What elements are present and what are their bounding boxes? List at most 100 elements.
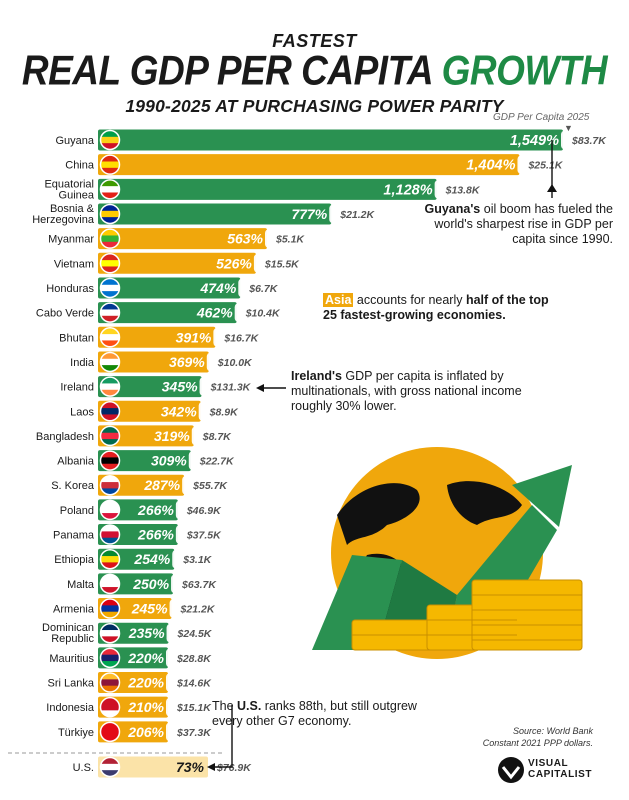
flag-band xyxy=(100,599,120,606)
country-label-line: China xyxy=(65,160,95,172)
flag-band xyxy=(100,549,120,557)
flag-icon xyxy=(99,622,121,644)
flag-band xyxy=(100,217,120,224)
country-label: Cabo Verde xyxy=(36,308,94,320)
flag-ring xyxy=(99,622,121,644)
country-label-line: Equatorial xyxy=(44,178,94,190)
visual-capitalist-logo xyxy=(498,757,524,783)
gdp-per-capita-label: $8.7K xyxy=(202,431,232,443)
country-label-line: U.S. xyxy=(73,762,94,774)
gdp-per-capita-label: $22.7K xyxy=(199,456,235,468)
flag-band xyxy=(100,482,120,489)
annotation-guyana-bold: Guyana's xyxy=(424,202,481,216)
logo-v-icon xyxy=(501,766,521,780)
chart-subtitle: 1990-2025 AT PURCHASING POWER PARITY xyxy=(125,96,504,116)
growth-value-label: 319% xyxy=(154,428,190,444)
country-label-line: Albania xyxy=(57,456,95,468)
country-label-line: S. Korea xyxy=(51,480,95,492)
chart-kicker: FASTEST xyxy=(272,31,357,51)
gdp-per-capita-label: $14.6K xyxy=(176,678,212,690)
flag-band xyxy=(100,130,120,138)
flag-icon xyxy=(99,327,121,348)
flag-band xyxy=(100,186,120,193)
growth-value-label: 245% xyxy=(131,601,168,617)
country-label: Albania xyxy=(57,456,95,468)
country-label: S. Korea xyxy=(51,480,95,492)
growth-value-label: 1,404% xyxy=(466,158,515,174)
bar xyxy=(98,203,332,225)
flag-band xyxy=(100,229,120,236)
country-label: Ethiopia xyxy=(54,554,95,566)
flag-band xyxy=(100,556,120,563)
gdp-per-capita-label: $28.8K xyxy=(176,653,212,665)
flag-band xyxy=(100,525,120,532)
country-label-line: Honduras xyxy=(46,283,94,295)
flag-icon xyxy=(99,721,121,743)
continent-shape xyxy=(337,483,420,545)
title-main: REAL GDP PER CAPITA xyxy=(21,47,442,94)
flag-band xyxy=(100,401,120,409)
country-label: Equatorial Guinea xyxy=(44,178,94,201)
annotation-asia-highlight: Asia xyxy=(323,293,354,307)
growth-value-label: 777% xyxy=(291,206,327,222)
flag-ring xyxy=(99,647,121,669)
flag-ring xyxy=(99,524,121,545)
gdp-column-label: GDP Per Capita 2025 xyxy=(493,112,590,123)
flag-icon xyxy=(99,425,121,447)
flag-ring xyxy=(99,277,121,299)
country-label: Malta xyxy=(67,579,95,591)
gdp-per-capita-label: $83.7K xyxy=(571,135,607,147)
annotation-asia-text: accounts for nearly xyxy=(353,293,466,307)
flag-icon xyxy=(99,351,121,373)
growth-value-label: 474% xyxy=(199,280,236,296)
flag-ring xyxy=(99,179,121,200)
flag-band xyxy=(100,358,120,366)
growth-value-label: 345% xyxy=(162,379,198,395)
annotation-us-text: ranks 88th, but still outgrew every othe… xyxy=(212,699,417,728)
flag-band xyxy=(100,309,120,317)
us-connector-arrow-icon xyxy=(207,763,215,771)
flag-band xyxy=(100,167,120,175)
bar xyxy=(98,326,216,348)
gdp-per-capita-label: $15.5K xyxy=(264,258,300,270)
gdp-per-capita-label: $16.7K xyxy=(223,332,259,344)
flag-icon xyxy=(99,696,121,718)
coin-stack-icon xyxy=(471,579,583,651)
bar-end-cap xyxy=(166,648,174,668)
flag-ring xyxy=(99,351,121,373)
country-label-line: Vietnam xyxy=(54,258,94,270)
country-label: India xyxy=(70,357,95,369)
country-label: Bangladesh xyxy=(36,431,94,443)
country-label: Poland xyxy=(60,505,94,517)
flag-band xyxy=(100,679,120,687)
gdp-per-capita-label: $131.3K xyxy=(210,382,252,394)
annotation-ireland-bold: Ireland's xyxy=(291,369,342,383)
flag-band xyxy=(100,630,120,637)
gdp-per-capita-label: $37.3K xyxy=(176,727,212,739)
gdp-per-capita-label: $3.1K xyxy=(182,554,212,566)
flag-band xyxy=(100,389,120,397)
country-label-line: Armenia xyxy=(53,604,95,616)
gdp-per-capita-label: $24.5K xyxy=(177,628,213,640)
bar xyxy=(98,756,208,778)
growth-value-label: 220% xyxy=(127,650,164,666)
flag-icon xyxy=(99,524,121,545)
country-label: Dominican Republic xyxy=(42,622,94,645)
flag-band xyxy=(100,580,120,588)
flag-ring xyxy=(99,721,121,743)
source-note: Source: World Bank Constant 2021 PPP doll… xyxy=(470,725,593,749)
gdp-per-capita-label: $8.9K xyxy=(209,406,239,418)
growth-value-label: 235% xyxy=(128,625,165,641)
gdp-per-capita-label: $5.1K xyxy=(275,234,305,246)
flag-band xyxy=(100,179,120,187)
bar-end-cap xyxy=(234,303,243,323)
flag-icon xyxy=(99,499,121,521)
flag-band xyxy=(100,623,120,631)
bar-end-cap xyxy=(561,130,569,150)
continent-shape xyxy=(447,481,522,525)
bar xyxy=(98,154,520,176)
flag-band xyxy=(100,352,120,360)
flag-icon xyxy=(99,573,121,595)
flag-band xyxy=(100,661,120,668)
bar-end-cap xyxy=(166,722,174,742)
